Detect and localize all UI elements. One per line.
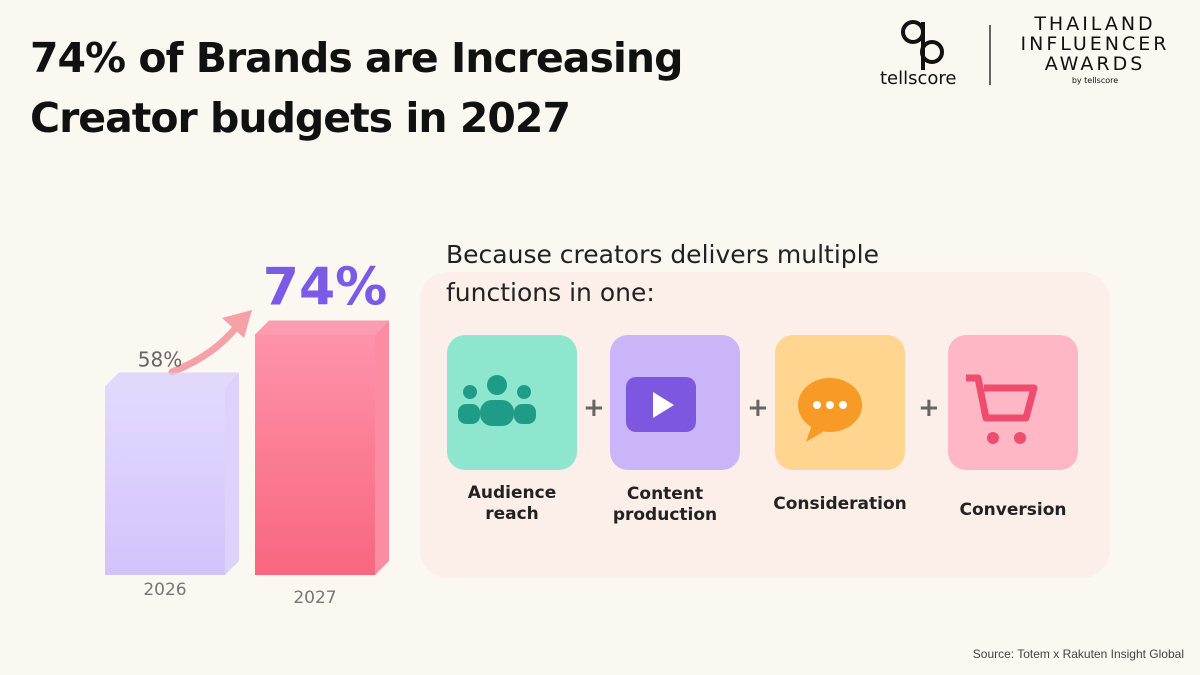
award-logo: THAILAND INFLUENCER AWARDS by tellscore: [1010, 14, 1180, 88]
card: [447, 335, 577, 470]
source: Source: Totem x Rakuten Insight Global: [972, 647, 1184, 661]
icon-wheels: [987, 432, 1026, 444]
bar-top: [255, 320, 389, 335]
icon-audience: [458, 375, 536, 426]
title-line: Creator budgets in 2027: [30, 94, 571, 142]
award-by: by: [1071, 76, 1082, 85]
icon-chat-tail: [806, 425, 826, 442]
plus: +: [583, 393, 605, 423]
bar-side: [225, 372, 239, 575]
panel: [420, 272, 1110, 578]
icon-play: [653, 392, 674, 418]
function-label: Content production: [612, 484, 718, 525]
arrow-head: [222, 310, 252, 338]
icon-dots: [813, 401, 847, 409]
arrow: [168, 321, 242, 376]
bar-top: [105, 372, 239, 387]
function-label: Audience reach: [467, 483, 557, 524]
bars: 58% 2026 74% 2027: [105, 258, 389, 608]
value-label: 58%: [138, 348, 182, 372]
logo-text: tellscore: [880, 68, 957, 89]
award-line: INFLUENCER: [1020, 33, 1170, 55]
title-line: 74% of Brands are Increasing: [30, 34, 683, 82]
cards: [447, 335, 1078, 470]
award-line: AWARDS: [1044, 53, 1146, 75]
title: 74% of Brands are Increasing Creator bud…: [30, 28, 683, 148]
bar: [255, 334, 375, 575]
card: [948, 335, 1078, 470]
function-label: Consideration: [773, 494, 907, 514]
plus: +: [747, 393, 769, 423]
subtitle: Because creators delivers multiple funct…: [446, 240, 879, 307]
bar: [105, 386, 225, 575]
logo-icon: [901, 20, 944, 70]
award-line: THAILAND: [1034, 13, 1156, 35]
value-label: 74%: [263, 258, 387, 318]
icon-cart: [966, 374, 1038, 422]
category-label: 2027: [293, 588, 336, 608]
award-brand: tellscore: [1084, 76, 1119, 85]
bar-side: [375, 320, 389, 575]
function-label: Conversion: [959, 500, 1067, 520]
category-label: 2026: [143, 580, 186, 600]
plus: +: [918, 393, 940, 423]
